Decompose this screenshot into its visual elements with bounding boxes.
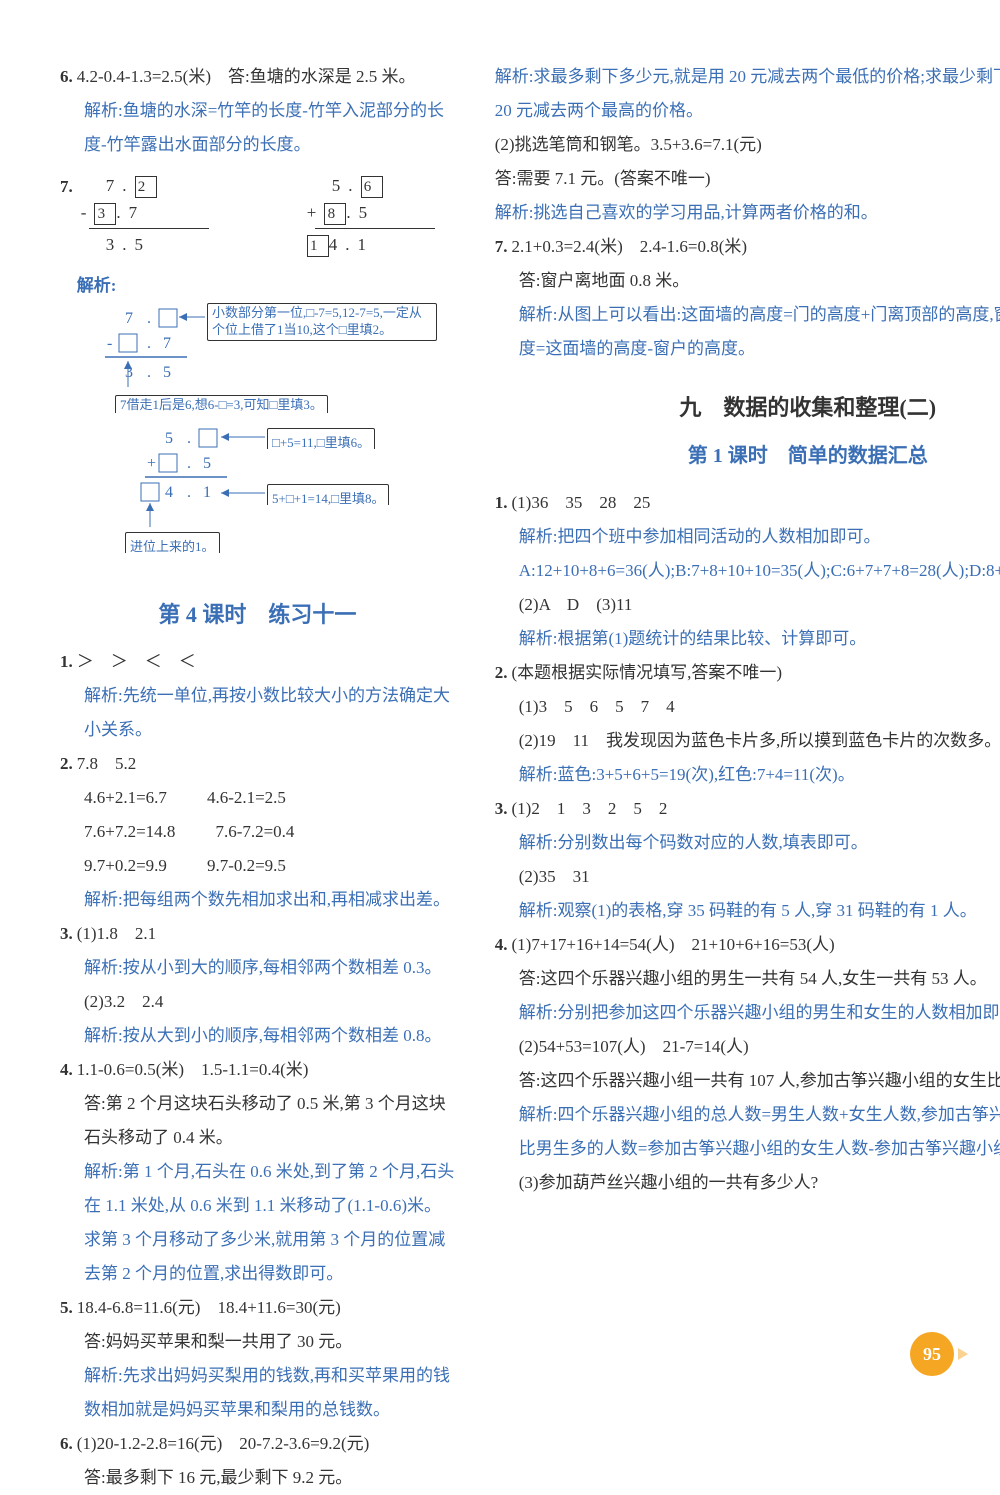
u9-q4-2: 答:这四个乐器兴趣小组的男生一共有 54 人,女生一共有 53 人。 (495, 962, 1000, 996)
l4-q6-1: 6.(1)20-1.2-2.8=16(元) 20-7.2-3.6=9.2(元) (60, 1427, 455, 1461)
l4-q3-e2: 解析:按从大到小的顺序,每相邻两个数相差 0.8。 (60, 1019, 455, 1053)
l4-q5-1: 5.18.4-6.8=11.6(元) 18.4+11.6=30(元) (60, 1291, 455, 1325)
u9-q2-2: (2)19 11 我发现因为蓝色卡片多,所以摸到蓝色卡片的次数多。 (495, 724, 1000, 758)
l4-q3-1: 3.(1)1.8 2.1 (60, 917, 455, 951)
svg-text:5: 5 (165, 430, 173, 447)
q7-addition: 5.6 +8.5 14.1 (307, 172, 435, 259)
u9-q2-1: (1)3 5 6 5 7 4 (495, 690, 1000, 724)
u9-q4-e2: 解析:四个乐器兴趣小组的总人数=男生人数+女生人数,参加古筝兴趣小组的女生比男生… (495, 1098, 1000, 1166)
svg-text:7: 7 (125, 310, 133, 327)
u9-q4-3: (2)54+53=107(人) 21-7=14(人) (495, 1030, 1000, 1064)
l4-q4-1: 4.1.1-0.6=0.5(米) 1.5-1.1=0.4(米) (60, 1053, 455, 1087)
q7-expl-label: 解析: (77, 276, 117, 295)
r-p2-expl: 解析:挑选自己喜欢的学习用品,计算两者价格的和。 (495, 196, 1000, 230)
q6-expl: 解析:鱼塘的水深=竹竿的长度-竹竿入泥部分的长度-竹竿露出水面部分的长度。 (60, 94, 455, 162)
svg-text:1: 1 (203, 484, 211, 501)
u9-q2-h: 2.(本题根据实际情况填写,答案不唯一) (495, 656, 1000, 690)
q7-diagram: 7. - .7 3.5 (95, 303, 455, 575)
u9-q4-e1: 解析:分别把参加这四个乐器兴趣小组的男生和女生的人数相加即可。 (495, 996, 1000, 1030)
u9-q4-5: (3)参加葫芦丝兴趣小组的一共有多少人? (495, 1166, 1000, 1200)
two-column-layout: 6.4.2-0.4-1.3=2.5(米) 答:鱼塘的水深是 2.5 米。 解析:… (60, 60, 950, 1495)
svg-text:.: . (187, 430, 191, 447)
q7-subtraction: 7.2 -3.7 3.5 (81, 172, 209, 259)
l4-q6-2: 答:最多剩下 16 元,最少剩下 9.2 元。 (60, 1461, 455, 1495)
l4-q2: 2.7.8 5.2 (60, 747, 455, 781)
svg-text:.: . (187, 484, 191, 501)
u9-q3-1: 3.(1)2 1 3 2 5 2 (495, 792, 1000, 826)
l4-q1-expl: 解析:先统一单位,再按小数比较大小的方法确定大小关系。 (60, 679, 455, 747)
u9-q1-e2: 解析:根据第(1)题统计的结果比较、计算即可。 (495, 622, 1000, 656)
page-number: 95 (923, 1344, 941, 1365)
svg-text:.: . (147, 364, 151, 381)
u9-q4-4: 答:这四个乐器兴趣小组一共有 107 人,参加古筝兴趣小组的女生比男生多 14 … (495, 1064, 1000, 1098)
l4-q3-2: (2)3.2 2.4 (60, 985, 455, 1019)
u9-q1-e1: 解析:把四个班中参加相同活动的人数相加即可。 (495, 520, 1000, 554)
l4-q4-expl: 解析:第 1 个月,石头在 0.6 米处,到了第 2 个月,石头在 1.1 米处… (60, 1155, 455, 1291)
u9-q1-e1b: A:12+10+8+6=36(人);B:7+8+10+10=35(人);C:6+… (495, 554, 1000, 588)
u9-q3-e2: 解析:观察(1)的表格,穿 35 码鞋的有 5 人,穿 31 码鞋的有 1 人。 (495, 894, 1000, 928)
r-p2b: 答:需要 7.1 元。(答案不唯一) (495, 162, 1000, 196)
q7-block: 7. 7.2 -3.7 3.5 5.6 +8.5 (60, 168, 455, 575)
l4-q1: 1.＞ ＞ ＜ ＜ (60, 645, 455, 679)
u9-q2-expl: 解析:蓝色:3+5+6+5=19(次),红色:7+4=11(次)。 (495, 758, 1000, 792)
svg-text:.: . (147, 310, 151, 327)
u9-q1-2: (2)A D (3)11 (495, 588, 1000, 622)
svg-text:5: 5 (203, 455, 211, 472)
l4-q5-2: 答:妈妈买苹果和梨一共用了 30 元。 (60, 1325, 455, 1359)
l4-q5-expl: 解析:先求出妈妈买梨用的钱数,再和买苹果用的钱数相加就是妈妈买苹果和梨用的总钱数… (60, 1359, 455, 1427)
svg-text:-: - (107, 335, 112, 352)
svg-text:4: 4 (165, 484, 173, 501)
unit-title: 九 数据的收集和整理(二) (495, 386, 1000, 430)
r-p2a: (2)挑选笔筒和钢笔。3.5+3.6=7.1(元) (495, 128, 1000, 162)
svg-text:.: . (147, 335, 151, 352)
svg-text:+: + (147, 455, 156, 472)
l4-q3-e1: 解析:按从小到大的顺序,每相邻两个数相差 0.3。 (60, 951, 455, 985)
svg-text:5: 5 (163, 364, 171, 381)
l4-q2-rows: 4.6+2.1=6.74.6-2.1=2.5 7.6+7.2=14.87.6-7… (60, 781, 455, 883)
q6-line1: 6.4.2-0.4-1.3=2.5(米) 答:鱼塘的水深是 2.5 米。 (60, 60, 455, 94)
svg-text:.: . (187, 455, 191, 472)
left-column: 6.4.2-0.4-1.3=2.5(米) 答:鱼塘的水深是 2.5 米。 解析:… (60, 60, 455, 1495)
u9-q4-1: 4.(1)7+17+16+14=54(人) 21+10+6+16=53(人) (495, 928, 1000, 962)
r-top-expl: 解析:求最多剩下多少元,就是用 20 元减去两个最低的价格;求最少剩下多少元,就… (495, 60, 1000, 128)
lesson4-title: 第 4 课时 练习十一 (60, 593, 455, 637)
lesson1-title: 第 1 课时 简单的数据汇总 (495, 436, 1000, 476)
r-q7-2: 答:窗户离地面 0.8 米。 (495, 264, 1000, 298)
l4-q4-2: 答:第 2 个月这块石头移动了 0.5 米,第 3 个月这块石头移动了 0.4 … (60, 1087, 455, 1155)
u9-q3-2: (2)35 31 (495, 860, 1000, 894)
r-q7-1: 7.2.1+0.3=2.4(米) 2.4-1.6=0.8(米) (495, 230, 1000, 264)
svg-text:7: 7 (163, 335, 171, 352)
l4-q2-expl: 解析:把每组两个数先相加求出和,再相减求出差。 (60, 883, 455, 917)
u9-q3-e1: 解析:分别数出每个码数对应的人数,填表即可。 (495, 826, 1000, 860)
right-column: 解析:求最多剩下多少元,就是用 20 元减去两个最低的价格;求最少剩下多少元,就… (495, 60, 1000, 1495)
u9-q1-1: 1.(1)36 35 28 25 (495, 486, 1000, 520)
page-number-badge: 95 (910, 1332, 954, 1376)
r-q7-expl: 解析:从图上可以看出:这面墙的高度=门的高度+门离顶部的高度,窗户离地面的高度=… (495, 298, 1000, 366)
